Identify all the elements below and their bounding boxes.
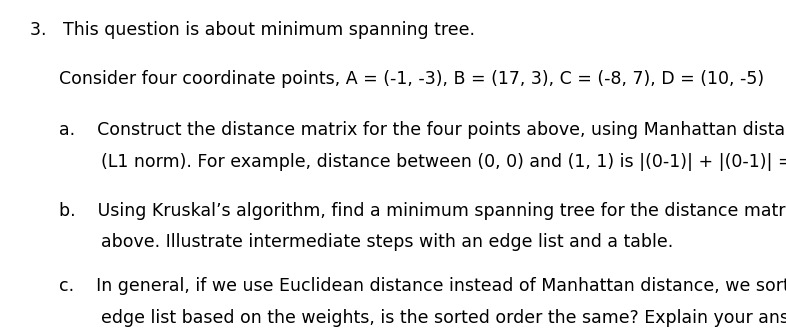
Text: 3.   This question is about minimum spanning tree.: 3. This question is about minimum spanni…	[30, 21, 475, 39]
Text: Consider four coordinate points, A = (-1, -3), B = (17, 3), C = (-8, 7), D = (10: Consider four coordinate points, A = (-1…	[59, 70, 764, 88]
Text: c.    In general, if we use Euclidean distance instead of Manhattan distance, we: c. In general, if we use Euclidean dista…	[59, 277, 786, 295]
Text: above. Illustrate intermediate steps with an edge list and a table.: above. Illustrate intermediate steps wit…	[101, 233, 673, 251]
Text: (L1 norm). For example, distance between (0, 0) and (1, 1) is |(0-1)| + |(0-1)| : (L1 norm). For example, distance between…	[101, 153, 786, 171]
Text: b.    Using Kruskal’s algorithm, find a minimum spanning tree for the distance m: b. Using Kruskal’s algorithm, find a min…	[59, 202, 786, 219]
Text: edge list based on the weights, is the sorted order the same? Explain your answe: edge list based on the weights, is the s…	[101, 309, 786, 327]
Text: a.    Construct the distance matrix for the four points above, using Manhattan d: a. Construct the distance matrix for the…	[59, 121, 786, 139]
